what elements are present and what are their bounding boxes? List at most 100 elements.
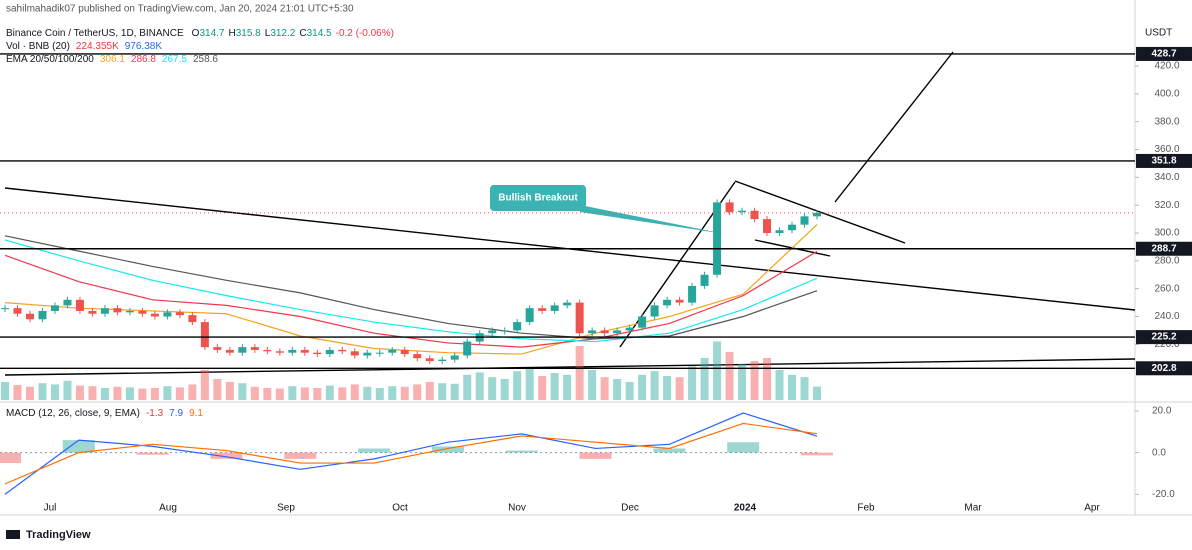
candle (338, 349, 347, 352)
ohlc-value: 314.5 (307, 28, 332, 39)
header: sahilmahadik07 published on TradingView.… (6, 4, 354, 15)
y-tick-label: -20.0 (1152, 489, 1175, 500)
x-tick-label: Apr (1084, 503, 1100, 514)
volume-bar (700, 358, 709, 400)
x-tick-label: Nov (508, 503, 526, 514)
volume-bar (88, 386, 97, 400)
volume-bar (563, 374, 572, 400)
legend-ema: EMA 20/50/100/200 306.1 286.8 267.5 258.6 (6, 54, 218, 65)
volume-bar (75, 385, 84, 400)
trend-line (734, 180, 906, 244)
volume-bar (775, 370, 784, 400)
candle (163, 312, 172, 317)
volume-bar (538, 376, 547, 400)
volume-bar (625, 382, 634, 400)
candle (750, 210, 759, 220)
x-tick-label: Dec (621, 503, 639, 514)
macd-legend: MACD (12, 26, close, 9, EMA) -1.3 7.9 9.1 (6, 408, 203, 419)
volume-bar (463, 374, 472, 400)
volume-bar (425, 382, 434, 400)
y-tick-label: 240.0 (1154, 311, 1179, 322)
volume-bar (475, 372, 484, 400)
volume-bar (288, 386, 297, 400)
callout-pointer (580, 205, 725, 234)
candle (575, 302, 584, 334)
volume-bar (738, 364, 747, 400)
candle (788, 224, 797, 231)
volume-bar (50, 384, 59, 400)
ohlc-value: 312.2 (270, 28, 295, 39)
volume-bar (400, 386, 409, 400)
volume-bar (513, 371, 522, 400)
volume-bar (13, 385, 22, 400)
candle (675, 299, 684, 303)
volume-bar (638, 374, 647, 400)
candle (450, 355, 459, 360)
volume-bar (813, 386, 821, 400)
y-tick-label: 260.0 (1154, 283, 1179, 294)
volume-bar (213, 379, 222, 400)
y-tick-label: 220.0 (1154, 339, 1179, 350)
volume-bar (750, 361, 759, 400)
candle (225, 349, 234, 353)
volume-bar (175, 387, 184, 400)
candle (363, 352, 372, 356)
candle (588, 330, 597, 334)
volume-bar (725, 352, 734, 400)
candle (113, 308, 122, 313)
volume-bar (350, 384, 359, 400)
level-label: 288.7 (1151, 243, 1176, 254)
volume-bar (488, 377, 497, 400)
histogram-bar (431, 446, 464, 453)
level-label-box (1136, 361, 1192, 376)
macd-value: 9.1 (189, 408, 203, 419)
trend-line (834, 51, 954, 203)
callout (490, 185, 586, 211)
histogram-bar (136, 452, 169, 455)
y-tick-label: 320.0 (1154, 200, 1179, 211)
candle (400, 349, 409, 355)
volume-bar (25, 386, 34, 400)
volume-bar (113, 386, 122, 400)
signal-line (4, 422, 818, 485)
candle (188, 315, 197, 323)
candle (63, 299, 72, 306)
histogram-bar (579, 452, 612, 459)
logo: TradingView (26, 529, 91, 541)
volume-bar (263, 388, 272, 400)
level-label-box (1136, 46, 1192, 61)
candle (613, 330, 622, 334)
candle (300, 349, 309, 353)
histogram-bar (284, 452, 317, 459)
y-tick-label: 380.0 (1154, 116, 1179, 127)
callout-text: Bullish Breakout (498, 193, 578, 204)
candle (263, 349, 272, 352)
histogram-bar (727, 442, 760, 453)
trend-line (4, 358, 1136, 376)
candle (813, 212, 821, 217)
macd-value: -1.3 (146, 408, 164, 419)
ohlc-value: 314.7 (199, 28, 224, 39)
candle (238, 347, 247, 353)
volume-bar (500, 379, 509, 400)
candle (75, 299, 84, 311)
candle (763, 219, 772, 234)
y-tick-label: 280.0 (1154, 255, 1179, 266)
volume-bar (663, 376, 672, 400)
histogram-bar (210, 452, 243, 459)
candle (200, 322, 209, 348)
volume-bar (413, 384, 422, 400)
candle (38, 310, 47, 320)
change: -0.2 (-0.06%) (336, 28, 394, 39)
level-label: 202.8 (1151, 363, 1176, 374)
ema-value: 267.5 (162, 54, 187, 65)
candle (550, 305, 559, 311)
volume-bar (763, 358, 772, 400)
candle (600, 330, 609, 334)
volume-bar (525, 368, 534, 400)
candle (125, 310, 134, 313)
candle (625, 327, 634, 331)
histogram-bar (0, 452, 21, 464)
y-tick-label: 360.0 (1154, 144, 1179, 155)
